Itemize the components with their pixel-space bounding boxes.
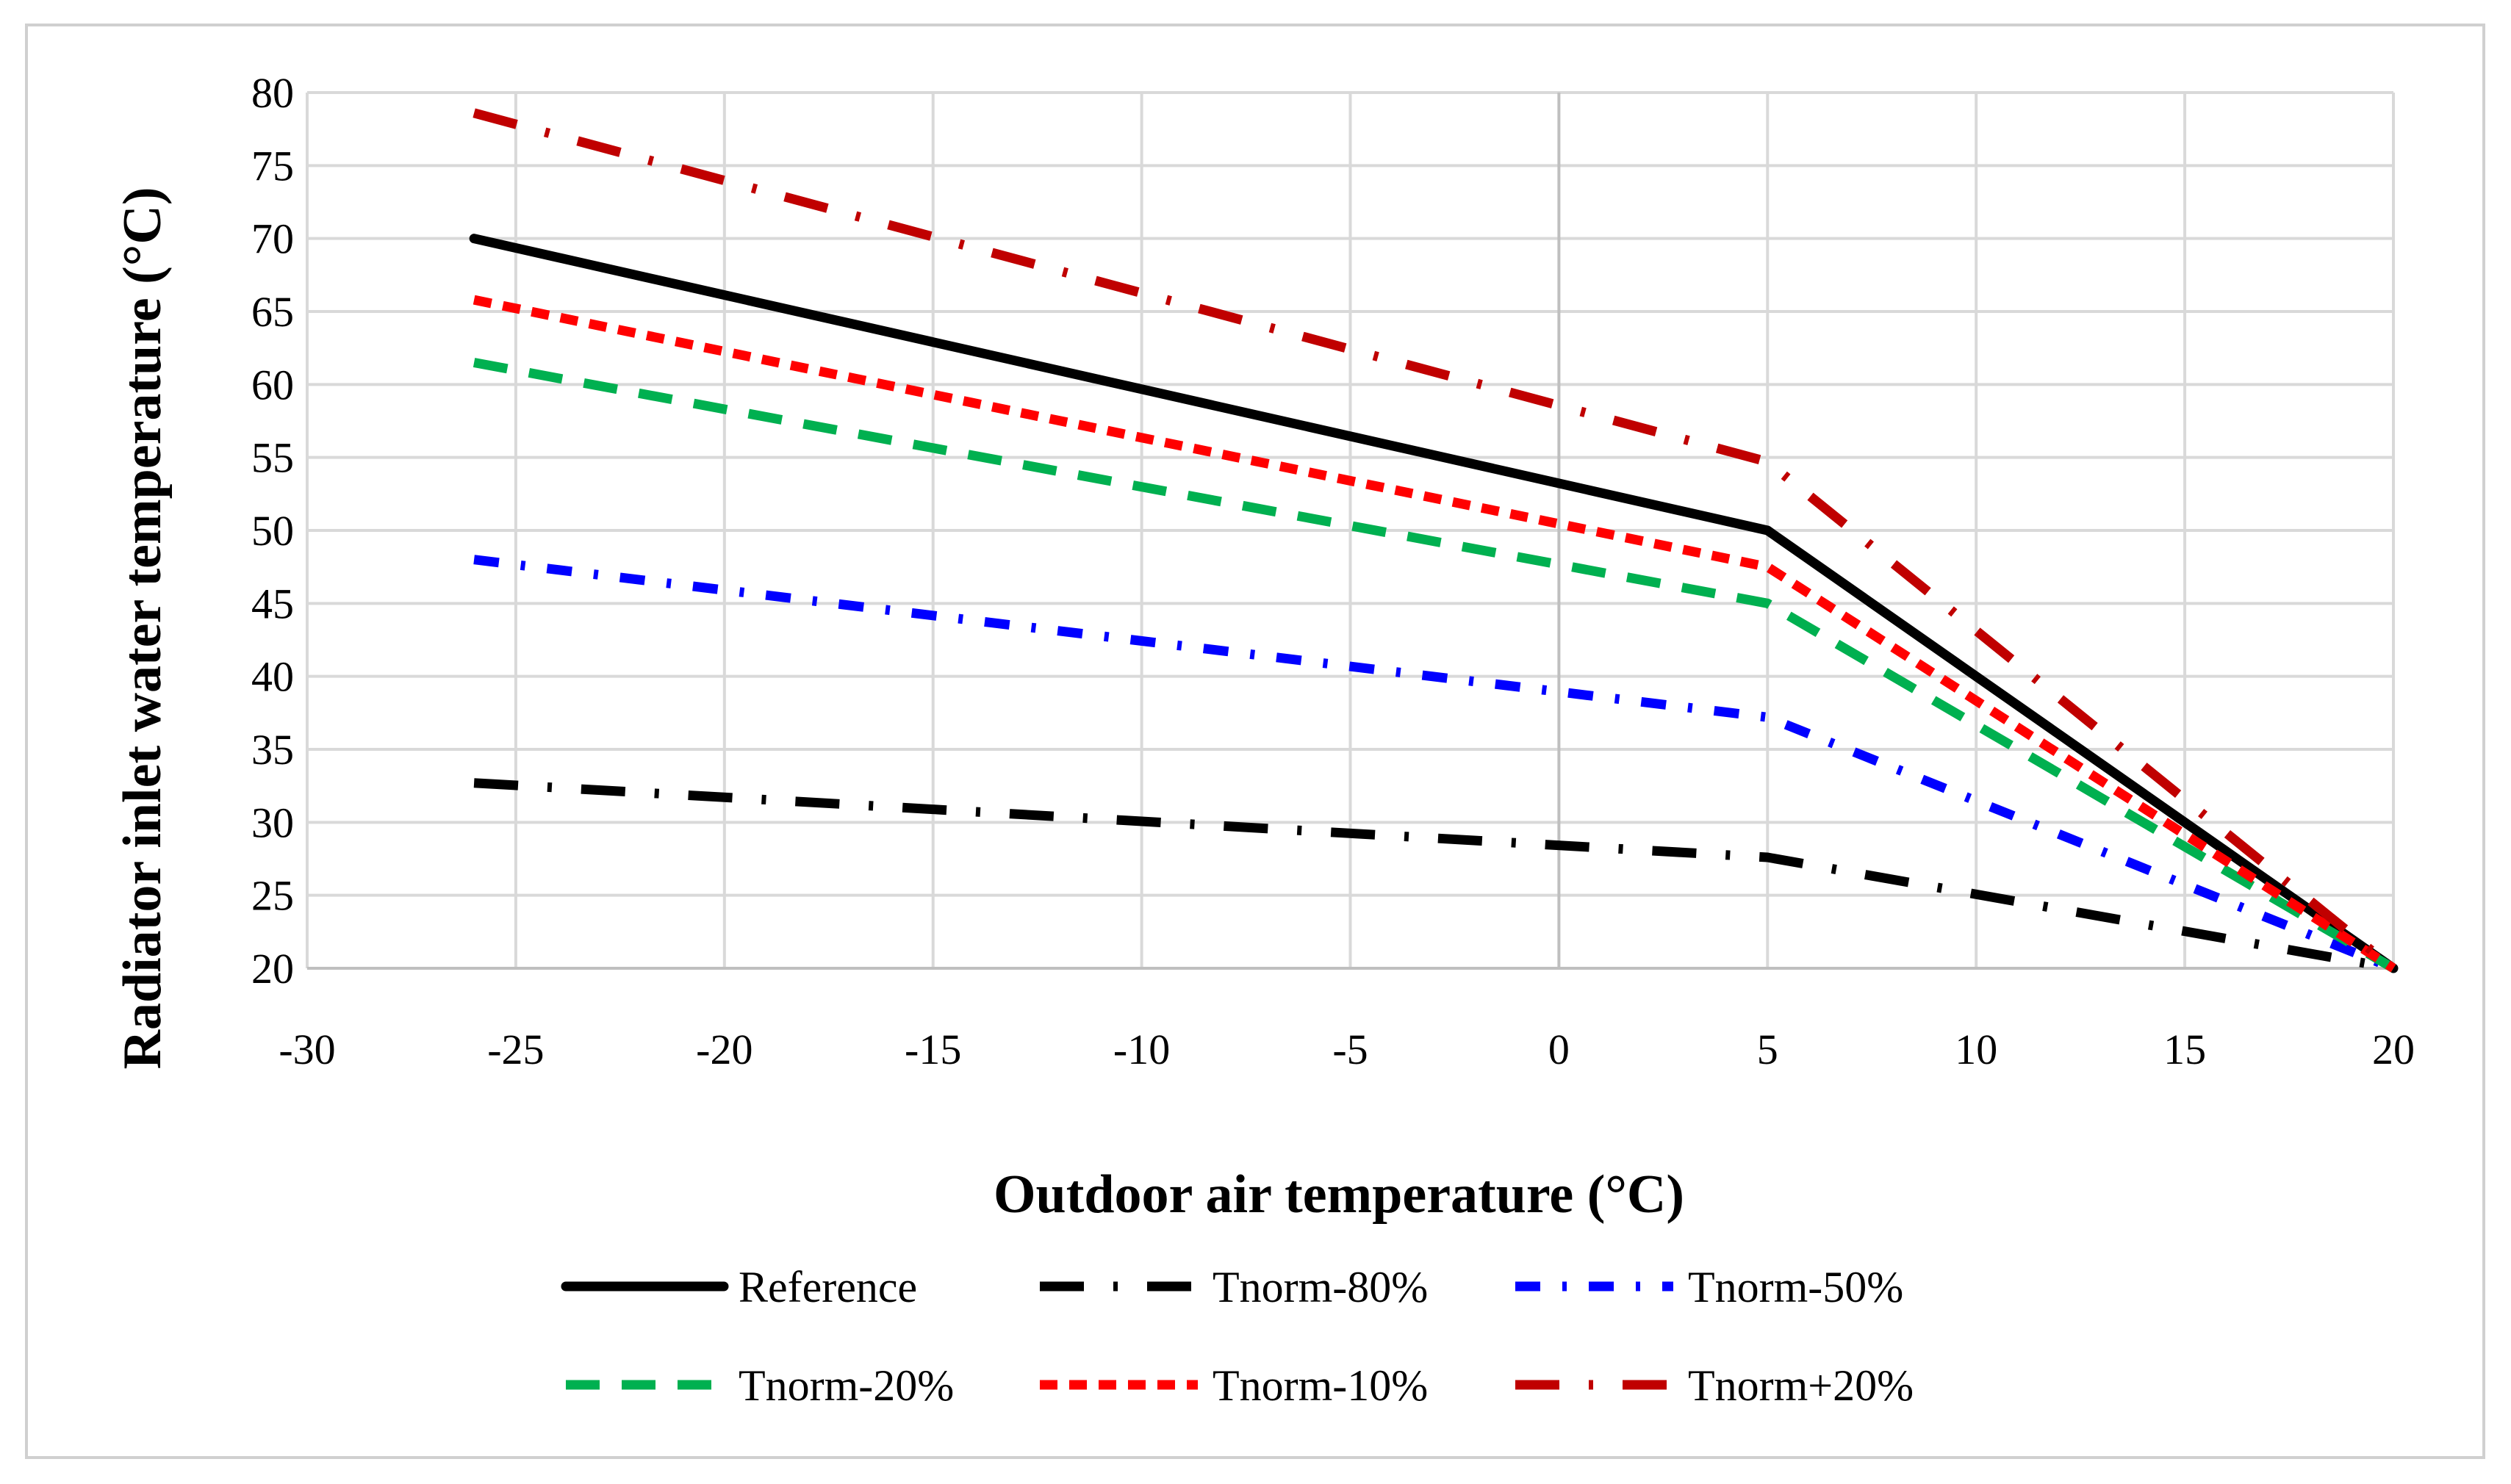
- x-tick-label: -5: [1332, 1026, 1368, 1073]
- x-tick-label: -20: [696, 1026, 752, 1073]
- gridlines: [306, 91, 2395, 970]
- legend-label-tnorm-50pct: Tnorm-50%: [1688, 1263, 1903, 1311]
- x-tick-label: -10: [1113, 1026, 1170, 1073]
- x-axis-title: Outdoor air temperature (°C): [994, 1164, 1684, 1225]
- y-tick-label: 80: [251, 69, 294, 117]
- legend-label-tnorm-10pct: Tnorm-10%: [1213, 1361, 1428, 1410]
- x-tick-label: -25: [487, 1026, 544, 1073]
- legend: Reference Tnorm-80% Tnorm-50% Tnorm-20% Tnor…: [561, 1263, 1914, 1410]
- legend-label-tnorm-80pct: Tnorm-80%: [1213, 1263, 1428, 1311]
- series-lines: [469, 108, 2399, 973]
- x-tick-label: 15: [2163, 1026, 2206, 1073]
- y-tick-label: 30: [251, 799, 294, 846]
- legend-label-tnormplus20pct: Tnorm+20%: [1688, 1361, 1914, 1410]
- series-line-reference: [469, 234, 2399, 973]
- legend-label-tnorm-20pct: Tnorm-20%: [739, 1361, 954, 1410]
- y-tick-label: 20: [251, 945, 294, 993]
- series-line-tnorm-80pct: [473, 778, 2395, 973]
- y-tick-label: 70: [251, 215, 294, 263]
- x-tick-label: 10: [1955, 1026, 1997, 1073]
- y-tick-label: 50: [251, 507, 294, 555]
- y-tick-label: 40: [251, 653, 294, 701]
- x-tick-label: 5: [1757, 1026, 1778, 1073]
- legend-label-reference: Reference: [739, 1263, 917, 1311]
- y-tick-label: 60: [251, 361, 294, 408]
- x-tick-label: -15: [905, 1026, 961, 1073]
- series-line-tnormplus20pct: [473, 108, 2397, 973]
- y-tick-label: 55: [251, 434, 294, 482]
- series-line-tnorm-20pct: [473, 358, 2396, 973]
- x-tick-label: 0: [1548, 1026, 1570, 1073]
- y-tick-label: 75: [251, 142, 294, 190]
- y-axis-title: Radiator inlet water temperature (°C): [112, 187, 173, 1070]
- x-tick-label: 20: [2372, 1026, 2415, 1073]
- y-tick-label: 25: [251, 872, 294, 920]
- y-tick-label: 45: [251, 580, 294, 627]
- y-tick-label: 35: [251, 726, 294, 774]
- y-tick-label: 65: [251, 288, 294, 336]
- x-tick-label: -30: [279, 1026, 335, 1073]
